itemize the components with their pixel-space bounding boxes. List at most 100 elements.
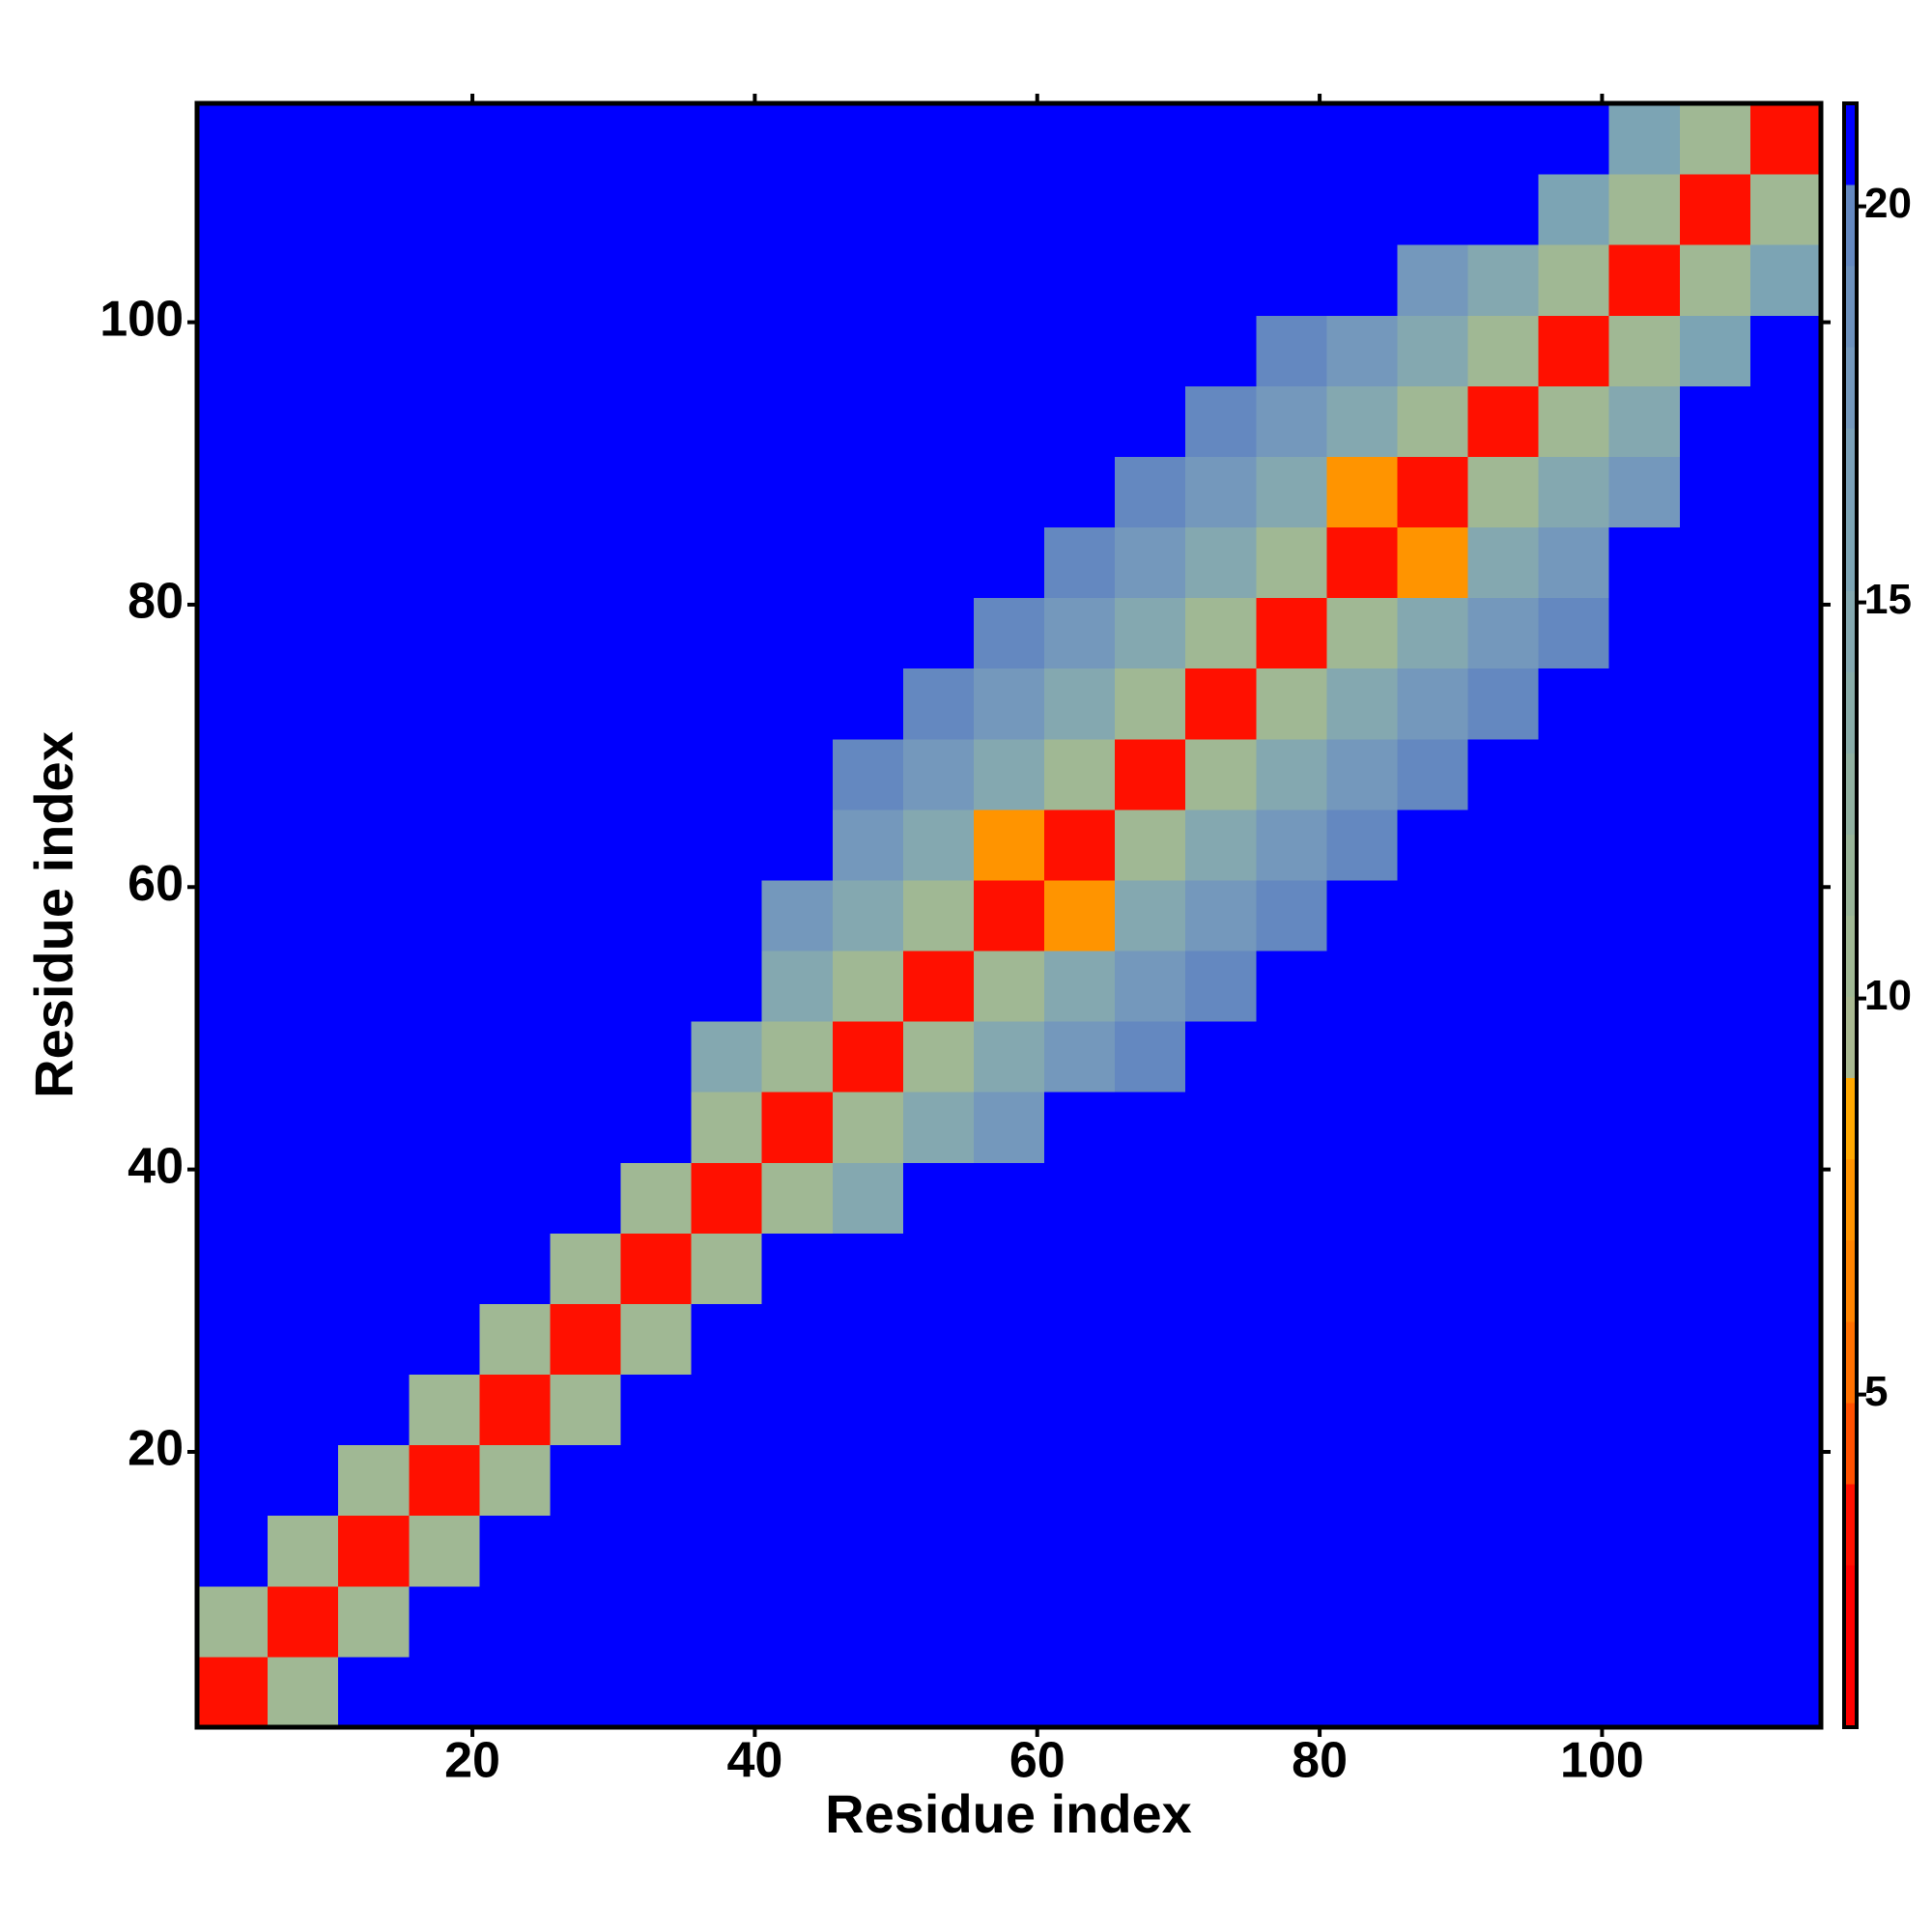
heatmap-cell: [1467, 456, 1540, 528]
heatmap-cell: [761, 738, 834, 810]
heatmap-cell: [197, 456, 269, 528]
heatmap-cell: [761, 1656, 834, 1728]
heatmap-cell: [1326, 951, 1398, 1022]
heatmap-cell: [1749, 1374, 1822, 1446]
heatmap-cell: [761, 809, 834, 881]
heatmap-cell: [479, 526, 551, 599]
heatmap-cell: [1326, 1444, 1398, 1517]
heatmap-cell: [620, 1021, 693, 1093]
heatmap-cell: [691, 1233, 763, 1304]
heatmap-cell: [338, 526, 410, 599]
heatmap-cell: [479, 1092, 551, 1163]
heatmap-cell: [197, 1444, 269, 1517]
heatmap-cell: [1326, 1374, 1398, 1446]
heatmap-cell: [691, 1585, 763, 1658]
colorbar-tick-label: 15: [1864, 576, 1912, 623]
heatmap-cell: [1608, 456, 1681, 528]
heatmap-cell: [409, 1303, 480, 1376]
heatmap-cell: [832, 1303, 904, 1376]
heatmap-cell: [1256, 1515, 1327, 1587]
heatmap-cell: [1115, 315, 1186, 386]
heatmap-cell: [691, 1374, 763, 1446]
heatmap-cell: [1256, 1444, 1327, 1517]
heatmap-cell: [1538, 526, 1610, 599]
heatmap-cell: [902, 809, 975, 881]
heatmap-cell: [268, 244, 339, 316]
colorbar-band: [1844, 1239, 1857, 1322]
heatmap-cell: [832, 951, 904, 1022]
heatmap-cell: [1749, 951, 1822, 1022]
heatmap-cell: [1115, 1656, 1186, 1728]
heatmap-cell: [197, 385, 269, 457]
colorbar-band: [1844, 1564, 1857, 1647]
heatmap-cell: [1115, 879, 1186, 952]
heatmap-cell: [338, 1515, 410, 1587]
heatmap-cell: [1256, 526, 1327, 599]
heatmap-cell: [1044, 385, 1116, 457]
heatmap-cell: [691, 1303, 763, 1376]
heatmap-cell: [1397, 1374, 1469, 1446]
heatmap-cell: [832, 738, 904, 810]
heatmap-cell: [409, 1515, 480, 1587]
heatmap-cell: [1115, 103, 1186, 175]
heatmap-cell: [338, 1021, 410, 1093]
heatmap-cell: [832, 103, 904, 175]
colorbar-band: [1844, 347, 1857, 429]
heatmap-cell: [832, 1021, 904, 1093]
heatmap-cell: [1185, 1585, 1257, 1658]
heatmap-cell: [1538, 1092, 1610, 1163]
heatmap-cell: [620, 385, 693, 457]
heatmap-cell: [1256, 879, 1327, 952]
heatmap-cell: [550, 1303, 622, 1376]
heatmap-cell: [268, 456, 339, 528]
heatmap-cell: [1679, 1162, 1751, 1234]
heatmap-cell: [1679, 1374, 1751, 1446]
heatmap-cell: [479, 809, 551, 881]
heatmap-cell: [1679, 1303, 1751, 1376]
heatmap-cell: [479, 244, 551, 316]
heatmap-cell: [1467, 809, 1540, 881]
heatmap-cell: [1256, 1656, 1327, 1728]
heatmap-cell: [409, 879, 480, 952]
heatmap-cell: [1326, 174, 1398, 245]
heatmap-cell: [409, 1233, 480, 1304]
heatmap-cell: [1538, 1656, 1610, 1728]
heatmap-cell: [1326, 1656, 1398, 1728]
colorbar-band: [1844, 103, 1857, 185]
heatmap-cell: [1397, 597, 1469, 669]
heatmap-cell: [1185, 315, 1257, 386]
heatmap-cell: [1115, 1021, 1186, 1093]
heatmap-cell: [479, 738, 551, 810]
heatmap-cell: [479, 456, 551, 528]
heatmap-cell: [1185, 385, 1257, 457]
y-tick-label: 60: [128, 856, 184, 912]
heatmap-cell: [1608, 1092, 1681, 1163]
heatmap-cell: [1115, 1303, 1186, 1376]
heatmap-cell: [409, 1162, 480, 1234]
heatmap-cell: [479, 1585, 551, 1658]
heatmap-cell: [620, 526, 693, 599]
heatmap-cell: [1185, 1515, 1257, 1587]
heatmap-cell: [1608, 1162, 1681, 1234]
heatmap-cell: [268, 1585, 339, 1658]
heatmap-cell: [338, 668, 410, 740]
heatmap-cell: [338, 385, 410, 457]
heatmap-cell: [1467, 103, 1540, 175]
heatmap-cell: [620, 668, 693, 740]
heatmap-cell: [761, 1444, 834, 1517]
heatmap-cell: [550, 1021, 622, 1093]
heatmap-cell: [1397, 879, 1469, 952]
heatmap-cell: [1044, 244, 1116, 316]
heatmap-cell: [197, 1233, 269, 1304]
heatmap-cell: [973, 1515, 1045, 1587]
heatmap-cell: [973, 597, 1045, 669]
heatmap-cell: [761, 1233, 834, 1304]
heatmap-cell: [1397, 456, 1469, 528]
heatmap-cell: [902, 1021, 975, 1093]
colorbar-band: [1844, 266, 1857, 348]
heatmap-cell: [1115, 1162, 1186, 1234]
colorbar-band: [1844, 1158, 1857, 1241]
heatmap-cell: [409, 809, 480, 881]
heatmap-cell: [1608, 315, 1681, 386]
heatmap-cell: [1326, 244, 1398, 316]
